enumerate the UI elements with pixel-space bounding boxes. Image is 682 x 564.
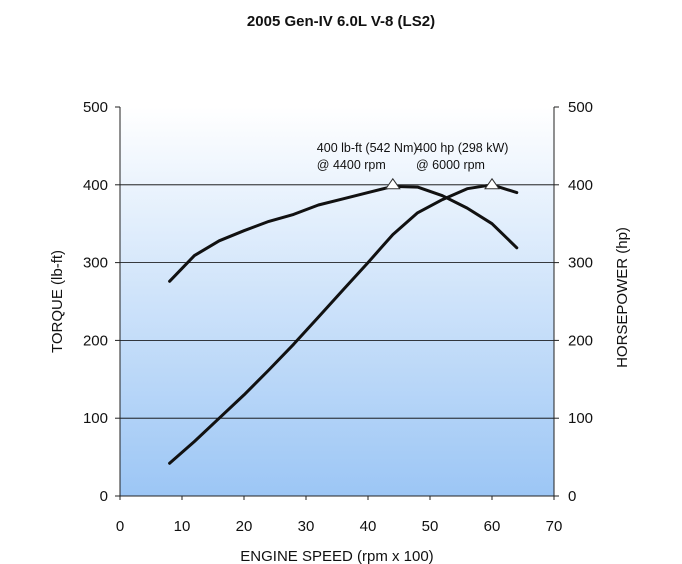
- peak-annotation-text: @ 4400 rpm: [317, 158, 386, 172]
- x-tick-label: 50: [422, 518, 439, 535]
- x-tick-label: 20: [236, 518, 253, 535]
- x-tick-label: 30: [298, 518, 315, 535]
- chart-title: 2005 Gen-IV 6.0L V-8 (LS2): [246, 13, 436, 30]
- y-tick-label-right: 300: [568, 255, 593, 272]
- y-tick-label-left: 500: [83, 99, 108, 116]
- y-tick-label-left: 200: [83, 332, 108, 349]
- y-tick-label-right: 500: [568, 99, 593, 116]
- series-lines: [168, 183, 519, 465]
- y-tick-label-right: 400: [568, 177, 593, 194]
- x-tick-label: 60: [484, 518, 501, 535]
- y-axis-label-left: TORQUE (lb-ft): [49, 250, 66, 353]
- annotations: 400 lb-ft (542 Nm) @ 4400 rpm 400 hp (298 …: [317, 141, 508, 190]
- y-tick-label-right: 0: [568, 488, 576, 505]
- tick-labels: 0 100 200 300 400 500 0 100 200 300 400 500 0 10 20 30 4…: [83, 99, 593, 535]
- y-tick-label-right: 100: [568, 410, 593, 427]
- peak-marker: [384, 177, 401, 190]
- x-tick-label: 40: [360, 518, 377, 535]
- y-axis-label-right: HORSEPOWER (hp): [614, 227, 631, 368]
- torque-line: [168, 184, 519, 283]
- y-tick-label-left: 300: [83, 255, 108, 272]
- x-axis-label: ENGINE SPEED (rpm x 100): [240, 548, 433, 564]
- peak-annotation-text: @ 6000 rpm: [416, 158, 485, 172]
- y-tick-label-left: 100: [83, 410, 108, 427]
- peak-marker: [484, 177, 500, 190]
- x-tick-label: 0: [116, 518, 124, 535]
- y-tick-label-left: 0: [100, 488, 108, 505]
- grid-lines: [120, 184, 554, 419]
- peak-annotation-text: 400 lb-ft (542 Nm): [317, 141, 418, 155]
- y-tick-label-right: 200: [568, 332, 593, 349]
- x-tick-label: 70: [546, 518, 563, 535]
- plot-area: [120, 107, 554, 496]
- peak-annotation-text: 400 hp (298 kW): [416, 141, 508, 155]
- horsepower-line: [168, 183, 519, 465]
- y-tick-label-left: 400: [83, 177, 108, 194]
- axes: [115, 106, 559, 500]
- x-tick-label: 10: [174, 518, 191, 535]
